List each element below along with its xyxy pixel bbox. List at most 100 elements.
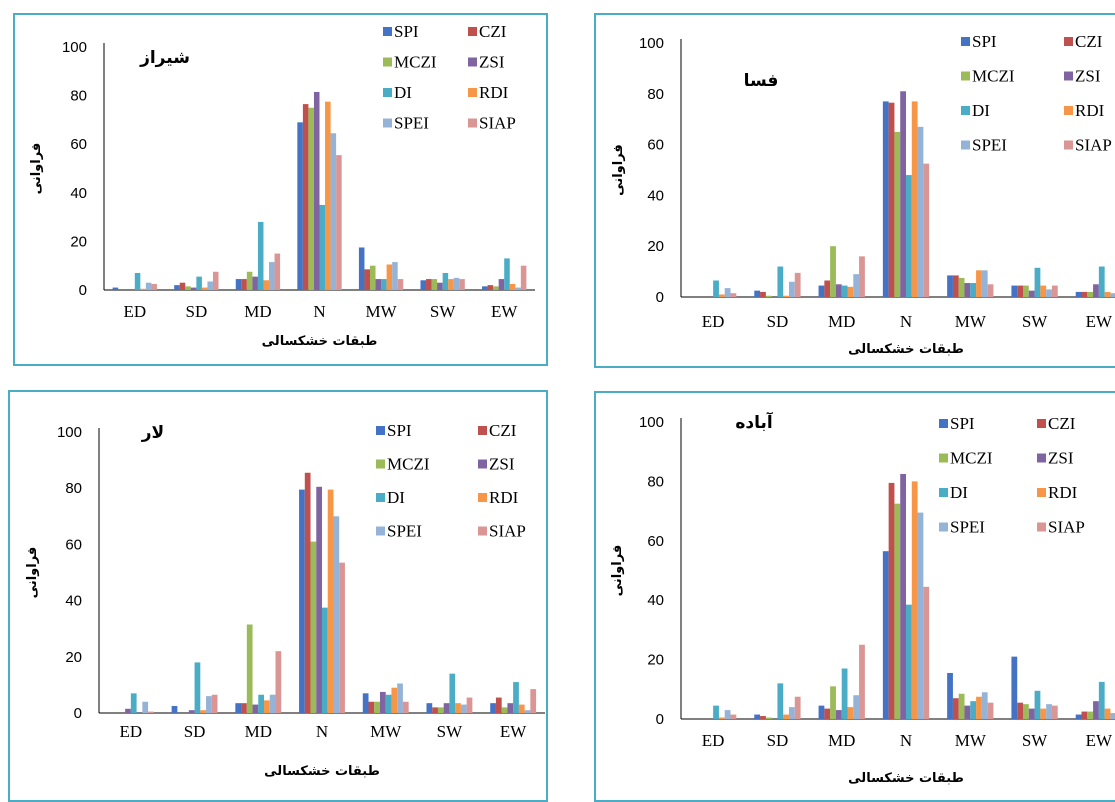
bar-mczi-sw (431, 279, 438, 290)
bar-di-n (322, 607, 328, 714)
bar-rdi-md (264, 700, 270, 713)
bar-rdi-sd (201, 287, 208, 290)
bar-mczi-mw (958, 277, 965, 297)
bar-siap-sw (459, 279, 465, 290)
y-tick-label: 60 (647, 533, 664, 550)
bar-siap-ew (520, 265, 527, 290)
bar-spi-mw (947, 275, 953, 297)
bar-rdi-sw (448, 279, 454, 290)
bar-rdi-sd (783, 295, 789, 297)
legend-label-zsi: ZSI (479, 53, 505, 72)
bar-rdi-mw (386, 264, 393, 290)
bar-di-n (906, 604, 912, 719)
bar-di-sd (196, 276, 202, 290)
bar-zsi-mw (964, 283, 971, 297)
bar-spi-n (297, 122, 303, 290)
chart-panel-shiraz: 0 20 40 60 80 100 ED SD MD N MW SW EW طبقات خشکسالی فر… (13, 13, 548, 366)
legend-label-spi: SPI (387, 421, 412, 440)
legend: SPI CZI MCZI ZSI DI RDI SPEI SIAP (383, 22, 516, 133)
bar-di-sw (442, 272, 449, 290)
y-axis-title: فراوانی (25, 547, 40, 599)
bar-di-ew (504, 258, 510, 290)
bar-zsi-sw (1028, 708, 1035, 719)
legend-swatch-siap (478, 526, 487, 536)
bar-mczi-ew (501, 707, 508, 713)
bar-rdi-mw (976, 696, 982, 719)
x-tick-label: MD (828, 312, 855, 331)
legend-swatch-czi (468, 27, 477, 36)
bar-siap-mw (987, 284, 994, 297)
bar-rdi-n (325, 101, 331, 290)
bar-mczi-md (246, 624, 253, 713)
bar-rdi-md (263, 280, 270, 290)
legend-swatch-czi (1064, 37, 1073, 46)
y-tick-label: 40 (70, 185, 87, 202)
bar-di-mw (970, 283, 977, 297)
bar-mczi-sd (765, 295, 772, 297)
bar-zsi-sd (190, 287, 197, 290)
bar-rdi-n (911, 101, 918, 297)
bar-zsi-ew (507, 703, 514, 713)
x-tick-label: MW (955, 731, 987, 750)
bar-mczi-ew (1087, 291, 1094, 297)
bar-siap-sd (212, 271, 219, 290)
bar-di-md (841, 668, 848, 719)
legend-swatch-siap (1037, 522, 1046, 532)
y-tick-label: 80 (647, 86, 664, 103)
bar-rdi-ed (140, 288, 146, 290)
x-tick-label: SW (1022, 312, 1048, 331)
bar-rdi-ew (1104, 708, 1111, 719)
y-tick-label: 100 (639, 414, 664, 431)
bar-czi-sw (432, 707, 438, 713)
legend-label-mczi: MCZI (972, 67, 1015, 86)
bar-spi-ew (1075, 714, 1082, 719)
bar-spi-md (818, 285, 825, 297)
bar-spi-n (882, 101, 889, 297)
bar-czi-mw (952, 698, 959, 719)
legend-swatch-czi (1037, 419, 1046, 428)
bar-siap-md (859, 644, 865, 719)
bar-zsi-ed (125, 708, 131, 713)
chart-shiraz: 0 20 40 60 80 100 ED SD MD N MW SW EW طبقات خشکسالی فر… (29, 22, 535, 349)
legend-swatch-rdi (1064, 106, 1073, 115)
bar-rdi-ed (718, 294, 725, 297)
bar-zsi-n (316, 486, 322, 713)
y-tick-label: 0 (656, 289, 664, 306)
bar-spei-ed (724, 710, 731, 719)
bar-czi-md (241, 703, 247, 713)
legend-label-siap: SIAP (479, 114, 516, 133)
legend-label-siap: SIAP (489, 522, 526, 541)
bar-di-ed (130, 693, 137, 713)
bar-siap-mw (397, 279, 404, 290)
bar-di-sd (777, 683, 784, 719)
legend-swatch-rdi (468, 88, 477, 97)
bar-zsi-md (252, 704, 259, 713)
bar-spi-md (235, 703, 242, 713)
bar-di-md (258, 694, 265, 713)
bar-di-sd (777, 266, 784, 297)
bar-mczi-sw (1023, 704, 1029, 719)
bar-mczi-sw (437, 707, 444, 713)
x-tick-label: N (900, 731, 912, 750)
legend-swatch-spi (939, 419, 948, 428)
bar-spei-md (269, 694, 276, 713)
x-tick-label: ED (702, 731, 725, 750)
bar-rdi-ew (518, 704, 525, 713)
legend-label-di: DI (972, 101, 990, 120)
bar-zsi-mw (379, 691, 386, 713)
bar-zsi-mw (375, 279, 382, 290)
bar-spi-mw (358, 247, 365, 290)
bar-spei-mw (397, 683, 403, 713)
bar-spi-ew (490, 703, 496, 713)
legend-swatch-mczi (383, 57, 392, 67)
legend-swatch-spi (383, 27, 392, 36)
legend-label-siap: SIAP (1048, 518, 1085, 537)
bar-spei-ed (724, 288, 731, 297)
legend-label-di: DI (394, 83, 412, 102)
x-tick-label: SW (430, 302, 456, 321)
bar-spei-sw (453, 277, 460, 290)
legend-swatch-rdi (478, 493, 487, 502)
x-tick-label: EW (1086, 312, 1113, 331)
x-tick-label: MD (828, 731, 855, 750)
bar-zsi-n (900, 473, 906, 719)
